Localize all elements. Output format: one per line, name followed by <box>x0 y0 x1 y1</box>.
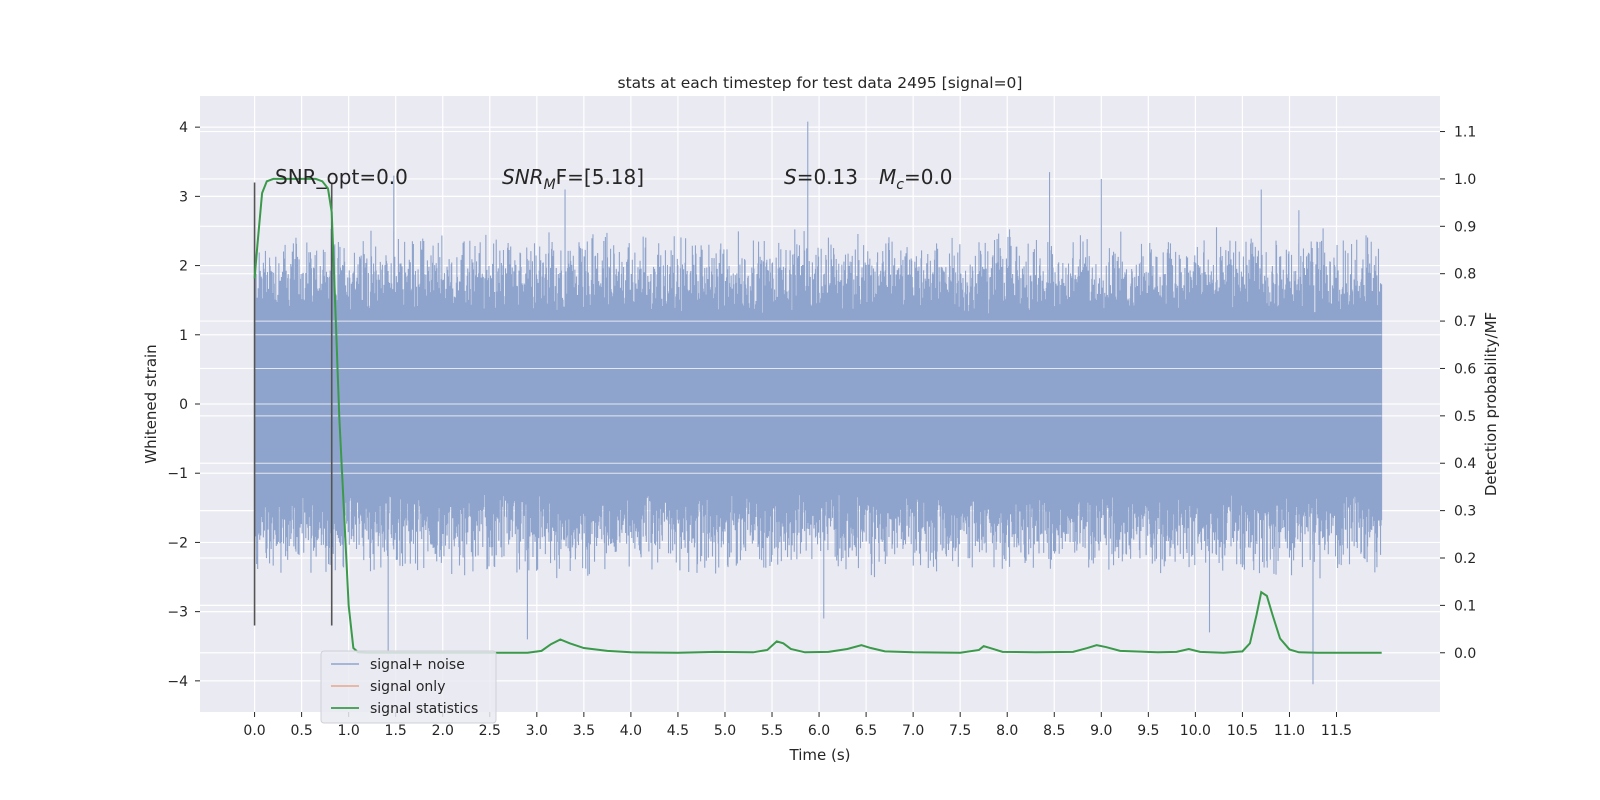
annotation-snr-mf-main: SNR <box>502 165 544 189</box>
annotation-mc-val: =0.0 <box>904 165 953 189</box>
x-tick-label-13: 6.5 <box>855 723 877 739</box>
y2-tick-label-5: 0.6 <box>1454 361 1476 377</box>
y-tick-label-0: 4 <box>179 120 188 136</box>
y-tick-label-6: −2 <box>167 535 188 551</box>
x-tick-label-15: 7.5 <box>949 723 971 739</box>
y2-tick-label-6: 0.5 <box>1454 409 1476 425</box>
x-tick-label-0: 0.0 <box>243 723 265 739</box>
legend-box <box>320 650 497 724</box>
y-tick-label-3: 1 <box>179 328 188 344</box>
y2-axis-ticks: 1.1 1.0 0.9 0.8 0.7 0.6 0.5 0.4 0.3 0.2 0.1 0.0 <box>1440 125 1476 662</box>
legend: signal+ noise signal only signal statist… <box>320 650 497 724</box>
x-tick-label-10: 5.0 <box>714 723 736 739</box>
y2-tick-label-3: 0.8 <box>1454 267 1476 283</box>
x-tick-label-22: 11.0 <box>1274 723 1305 739</box>
legend-label-signal-only: signal only <box>370 679 445 695</box>
annotation-snr-opt: SNR_opt=0.0 <box>275 165 408 189</box>
y2-tick-label-7: 0.4 <box>1454 456 1476 472</box>
y-tick-label-4: 0 <box>179 397 188 413</box>
vertical-markers <box>253 182 333 626</box>
annotation-snr-mf-sub: M <box>544 177 556 193</box>
x-tick-label-5: 2.5 <box>479 723 501 739</box>
y2-tick-label-1: 1.0 <box>1454 172 1476 188</box>
x-tick-label-12: 6.0 <box>808 723 830 739</box>
y-tick-label-2: 2 <box>179 259 188 275</box>
x-tick-label-9: 4.5 <box>667 723 689 739</box>
x-tick-label-6: 3.0 <box>526 723 548 739</box>
annotation-mc-var: M <box>879 165 896 189</box>
y2-tick-label-11: 0.0 <box>1454 646 1476 662</box>
y-tick-label-5: −1 <box>167 466 188 482</box>
x-tick-label-1: 0.5 <box>290 723 312 739</box>
x-tick-label-3: 1.5 <box>385 723 407 739</box>
y2-tick-label-0: 1.1 <box>1454 125 1476 141</box>
y2-tick-label-4: 0.7 <box>1454 314 1476 330</box>
x-tick-label-19: 9.5 <box>1137 723 1159 739</box>
x-tick-label-2: 1.0 <box>338 723 360 739</box>
x-tick-label-18: 9.0 <box>1090 723 1112 739</box>
series-signal-statistics-line <box>253 177 1382 654</box>
x-tick-label-11: 5.5 <box>761 723 783 739</box>
y-tick-label-1: 3 <box>179 189 188 205</box>
x-axis-label: Time (s) <box>789 746 851 764</box>
y2-tick-label-9: 0.2 <box>1454 551 1476 567</box>
x-tick-label-7: 3.5 <box>573 723 595 739</box>
annotation-mc: Mc=0.0 <box>879 165 953 193</box>
annotation-s-var: S <box>784 165 797 189</box>
annotation-snr-mf-rest: F=[5.18] <box>556 165 644 189</box>
y-axis-label: Whitened strain <box>142 344 160 463</box>
legend-label-signal-statistics: signal statistics <box>370 701 478 717</box>
y2-axis-label: Detection probability/MF <box>1482 312 1500 496</box>
chart-title: stats at each timestep for test data 249… <box>618 74 1023 92</box>
x-tick-label-20: 10.0 <box>1180 723 1211 739</box>
y-tick-label-7: −3 <box>167 605 188 621</box>
x-tick-label-23: 11.5 <box>1321 723 1352 739</box>
x-tick-label-8: 4.0 <box>620 723 642 739</box>
x-tick-label-16: 8.0 <box>996 723 1018 739</box>
series-signal-noise <box>254 121 1383 685</box>
annotation-s-val: =0.13 <box>797 165 858 189</box>
y-tick-label-8: −4 <box>167 674 188 690</box>
y2-tick-label-10: 0.1 <box>1454 598 1476 614</box>
x-axis-ticks: 0.0 0.5 1.0 1.5 2.0 2.5 3.0 3.5 4.0 4.5 5.0 5.5 6.0 6… <box>243 712 1352 739</box>
y2-tick-label-2: 0.9 <box>1454 219 1476 235</box>
legend-label-signal-noise: signal+ noise <box>370 657 465 673</box>
annotation-s: S=0.13 <box>784 165 858 189</box>
x-tick-label-4: 2.0 <box>432 723 454 739</box>
y2-tick-label-8: 0.3 <box>1454 504 1476 520</box>
x-tick-label-14: 7.0 <box>902 723 924 739</box>
x-tick-label-17: 8.5 <box>1043 723 1065 739</box>
x-tick-label-21: 10.5 <box>1227 723 1258 739</box>
y-axis-ticks: 4 3 2 1 0 −1 −2 −3 −4 <box>167 120 200 690</box>
annotation-snr-mf: SNRMF=[5.18] <box>502 165 644 193</box>
annotation-mc-sub: c <box>896 177 904 193</box>
